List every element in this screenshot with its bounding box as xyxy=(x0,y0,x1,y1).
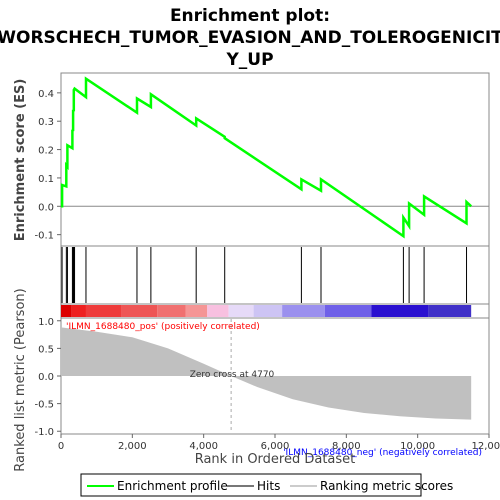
colorbar-segment xyxy=(71,305,86,317)
es-y-tick-label: -0.1 xyxy=(34,231,54,242)
x-axis: 0 2,000 4,000 6,000 8,000 10,000 12,000 xyxy=(58,434,500,452)
es-y-tick-label: 0.3 xyxy=(38,117,54,128)
colorbar-segment xyxy=(61,305,72,317)
metric-y-axis: -1.0 -0.5 0.0 0.5 1.0 xyxy=(34,317,61,438)
es-y-tick-label: 0.0 xyxy=(38,202,54,213)
metric-y-tick-label: 1.0 xyxy=(38,317,54,328)
legend-label-enrichment-profile: Enrichment profile xyxy=(117,479,228,493)
colorbar-segment xyxy=(121,305,158,317)
negative-correlation-label: 'ILMN_1688480_neg' (negatively correlate… xyxy=(283,448,482,458)
x-tick-label: 6,000 xyxy=(261,441,290,452)
x-axis-label: Rank in Ordered Dataset xyxy=(195,452,356,467)
colorbar-segment xyxy=(185,305,208,317)
x-tick-label: 10,000 xyxy=(400,441,435,452)
colorbar-segment xyxy=(207,305,229,317)
colorbar-segment xyxy=(228,305,254,317)
enrichment-profile-line xyxy=(60,76,473,239)
metric-y-tick-label: -1.0 xyxy=(34,427,54,438)
ranking-colorbar-panel xyxy=(60,303,490,319)
legend-label-ranking-metric: Ranking metric scores xyxy=(320,479,453,493)
metric-y-tick-label: -0.5 xyxy=(34,400,54,411)
chart-title-line-1: Enrichment plot: xyxy=(170,6,330,26)
es-y-tick-label: 0.4 xyxy=(38,89,54,100)
positive-correlation-label: 'ILMN_1688480_pos' (positively correlate… xyxy=(66,322,260,332)
x-tick-label: 0 xyxy=(58,441,64,452)
zero-cross-label: Zero cross at 4770 xyxy=(190,370,275,380)
legend: Enrichment profile Hits Ranking metric s… xyxy=(80,473,453,497)
chart-title-line-2: WORSCHECH_TUMOR_EVASION_AND_TOLEROGENICI… xyxy=(0,28,500,48)
legend-label-hits: Hits xyxy=(257,479,280,493)
x-tick-label: 4,000 xyxy=(189,441,218,452)
metric-y-tick-label: 0.0 xyxy=(38,372,54,383)
x-tick-label: 12,000 xyxy=(472,441,500,452)
metric-y-tick-label: 0.5 xyxy=(38,344,54,355)
es-y-tick-label: 0.2 xyxy=(38,146,54,157)
es-y-axis-label: Enrichment score (ES) xyxy=(13,79,28,242)
ranked-metric-area xyxy=(61,327,472,420)
es-y-axis: -0.1 0.0 0.1 0.2 0.3 0.4 xyxy=(34,89,61,242)
hits-panel-frame xyxy=(60,245,490,305)
es-y-tick-label: 0.1 xyxy=(38,174,54,185)
colorbar-segment xyxy=(282,305,325,317)
hit-markers xyxy=(61,247,468,303)
x-tick-label: 2,000 xyxy=(118,441,147,452)
colorbar-segment xyxy=(85,305,122,317)
colorbar-segment xyxy=(371,305,429,317)
hits-panel xyxy=(60,245,490,305)
metric-y-axis-label: Ranked list metric (Pearson) xyxy=(13,288,28,471)
ranking-colorbar xyxy=(61,305,472,317)
metric-panel: -1.0 -0.5 0.0 0.5 1.0 'ILMN_1688480_pos' (po… xyxy=(34,317,490,458)
colorbar-segment xyxy=(428,305,472,317)
colorbar-segment xyxy=(253,305,283,317)
colorbar-segment xyxy=(324,305,372,317)
x-tick-label: 8,000 xyxy=(332,441,361,452)
chart-title-line-3: Y_UP xyxy=(225,50,273,70)
es-panel: -0.1 0.0 0.1 0.2 0.3 0.4 xyxy=(34,72,490,247)
colorbar-segment xyxy=(157,305,186,317)
es-panel-frame xyxy=(60,72,490,247)
